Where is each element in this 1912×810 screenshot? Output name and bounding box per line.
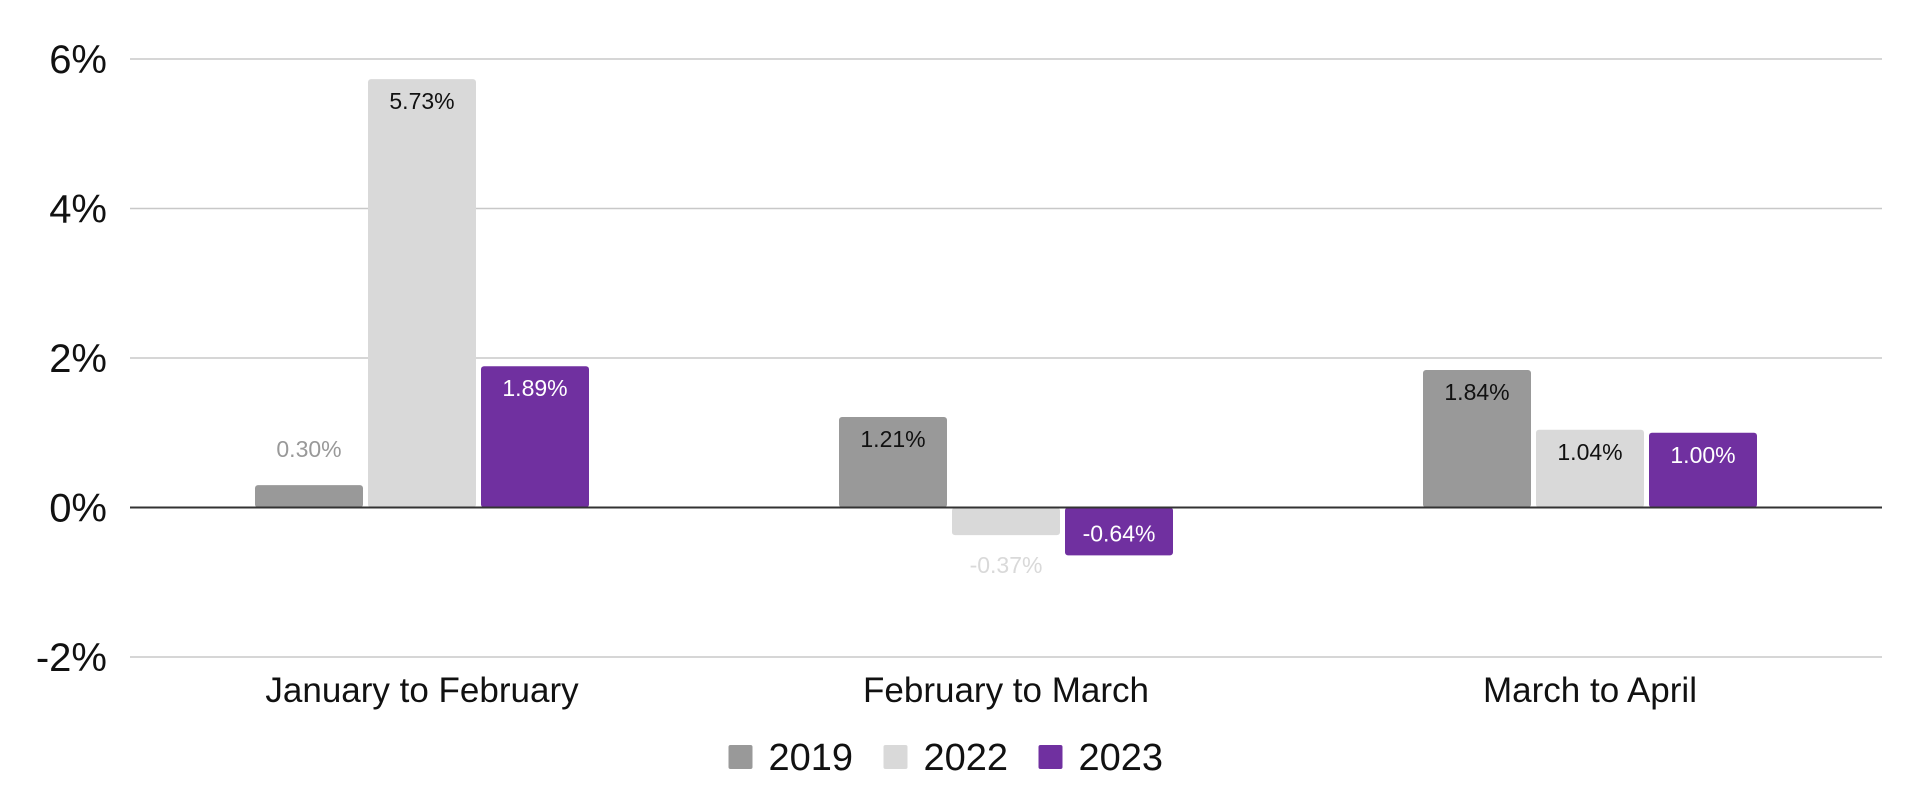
data-label: 5.73% bbox=[389, 88, 454, 114]
bar-2023 bbox=[481, 366, 589, 508]
bars bbox=[255, 79, 1757, 556]
data-label: -0.37% bbox=[970, 552, 1043, 578]
y-axis: 6% 4% 2% 0% -2% bbox=[36, 38, 107, 680]
bar-2022 bbox=[1536, 429, 1644, 508]
legend: 2019 2022 2023 bbox=[728, 737, 1164, 779]
bar-2023 bbox=[1065, 507, 1173, 556]
bar-2022 bbox=[952, 507, 1060, 536]
legend-label: 2019 bbox=[769, 737, 854, 779]
x-axis: January to February February to March Marc… bbox=[265, 671, 1697, 710]
data-label: 1.89% bbox=[502, 375, 567, 401]
y-tick-label: 4% bbox=[49, 188, 107, 232]
data-label: 1.00% bbox=[1670, 442, 1735, 468]
legend-label: 2022 bbox=[924, 737, 1009, 779]
bar-2019 bbox=[839, 417, 947, 508]
y-tick-label: 6% bbox=[49, 38, 107, 82]
legend-swatch bbox=[1038, 745, 1063, 769]
x-tick-label: March to April bbox=[1483, 671, 1697, 710]
x-tick-label: January to February bbox=[265, 671, 579, 710]
y-tick-label: 0% bbox=[49, 487, 107, 531]
x-tick-label: February to March bbox=[863, 671, 1149, 710]
legend-label: 2023 bbox=[1079, 737, 1164, 779]
bar-2019 bbox=[255, 485, 363, 508]
data-label: 0.30% bbox=[276, 436, 341, 462]
y-tick-label: -2% bbox=[36, 636, 107, 680]
data-label: -0.64% bbox=[1083, 520, 1156, 546]
bar-2019 bbox=[1423, 369, 1531, 508]
legend-swatch bbox=[883, 745, 908, 769]
bar-2023 bbox=[1649, 432, 1757, 508]
data-label: 1.84% bbox=[1444, 379, 1509, 405]
legend-swatch bbox=[728, 745, 753, 769]
data-label: 1.21% bbox=[860, 426, 925, 452]
data-labels: 0.30% 5.73% 1.89% 1.21% -0.37% -0.64% 1.84% 1.0… bbox=[276, 88, 1735, 578]
y-tick-label: 2% bbox=[49, 337, 107, 381]
bar-2022 bbox=[368, 79, 476, 508]
data-label: 1.04% bbox=[1557, 439, 1622, 465]
